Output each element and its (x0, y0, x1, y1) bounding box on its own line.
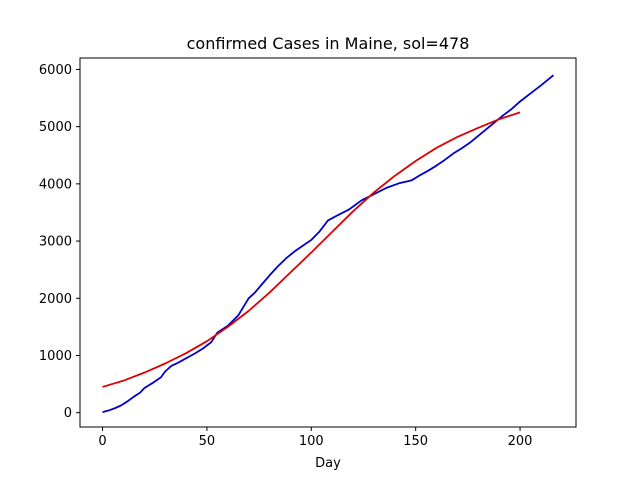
x-axis-label: Day (315, 456, 341, 471)
y-tick-label-3000: 3000 (39, 235, 72, 250)
y-tick-label-6000: 6000 (39, 63, 72, 78)
y-tick-label-1000: 1000 (39, 349, 72, 364)
x-tick-label-200: 200 (508, 434, 533, 449)
series-line-2 (102, 111, 521, 388)
y-tick-label-4000: 4000 (39, 177, 72, 192)
x-tick-label-150: 150 (403, 434, 428, 449)
x-tick-label-0: 0 (98, 434, 106, 449)
x-tick-label-50: 50 (199, 434, 216, 449)
chart-title: confirmed Cases in Maine, sol=478 (187, 34, 470, 53)
series-line-1 (102, 74, 555, 413)
y-tick-label-0: 0 (64, 406, 72, 421)
y-tick-label-5000: 5000 (39, 120, 72, 135)
y-tick-label-2000: 2000 (39, 292, 72, 307)
x-tick-label-100: 100 (299, 434, 324, 449)
axes-frame (79, 57, 577, 428)
